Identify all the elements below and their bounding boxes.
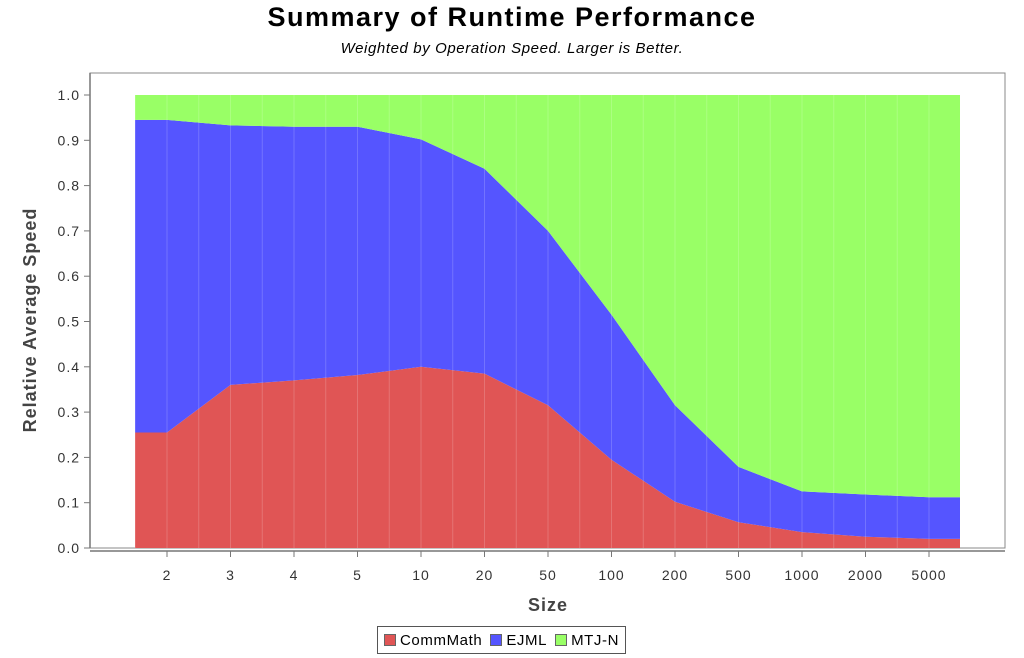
area-commmath: [135, 366, 960, 548]
x-tick-label: 20: [476, 567, 494, 583]
area-mtj-n: [135, 95, 960, 498]
chart-title: Summary of Runtime Performance: [267, 2, 757, 32]
y-tick-label: 0.0: [58, 540, 80, 556]
legend-item-mtj-n: MTJ-N: [555, 632, 619, 649]
x-tick-label: 50: [539, 567, 557, 583]
y-axis-label: Relative Average Speed: [20, 208, 40, 433]
x-tick-label: 2: [163, 567, 172, 583]
x-axis-label: Size: [528, 595, 568, 615]
legend-item-ejml: EJML: [490, 632, 547, 649]
y-tick-label: 0.6: [58, 268, 80, 284]
x-tick-label: 5000: [911, 567, 946, 583]
legend-label: CommMath: [400, 631, 483, 649]
x-tick-label: 2000: [848, 567, 883, 583]
y-tick-label: 0.9: [58, 132, 80, 148]
area-ejml: [135, 119, 960, 539]
x-tick-label: 1000: [784, 567, 819, 583]
legend-swatch: [555, 634, 568, 646]
y-tick-label: 1.0: [58, 87, 80, 103]
legend-label: MTJ-N: [571, 631, 620, 649]
x-tick-label: 5: [353, 567, 362, 583]
x-tick-label: 500: [725, 567, 751, 583]
x-tick-label: 200: [662, 567, 688, 583]
legend-label: EJML: [506, 631, 548, 649]
y-tick-label: 0.2: [58, 449, 80, 465]
y-tick-label: 0.7: [58, 223, 80, 239]
x-tick-label: 4: [290, 567, 299, 583]
legend-item-commmath: CommMath: [384, 632, 482, 649]
y-tick-label: 0.8: [58, 178, 80, 194]
legend-swatch: [384, 634, 396, 646]
stacked-area-chart: 0.0 0.1 0.2 0.3 0.4 0.5 0.6 0.7 0.8 0.9 1.0 2 3 4 5 10…: [20, 72, 1006, 615]
legend: CommMath EJML MTJ-N: [377, 626, 627, 654]
y-tick-label: 0.4: [58, 359, 80, 375]
y-tick-label: 0.5: [58, 314, 80, 330]
y-tick-label: 0.3: [58, 404, 80, 420]
x-tick-label: 10: [412, 567, 430, 583]
x-tick-label: 3: [226, 567, 235, 583]
y-tick-label: 0.1: [58, 495, 80, 511]
legend-swatch: [490, 634, 503, 646]
x-tick-label: 100: [598, 567, 624, 583]
chart-subtitle: Weighted by Operation Speed. Larger is B…: [340, 40, 684, 57]
